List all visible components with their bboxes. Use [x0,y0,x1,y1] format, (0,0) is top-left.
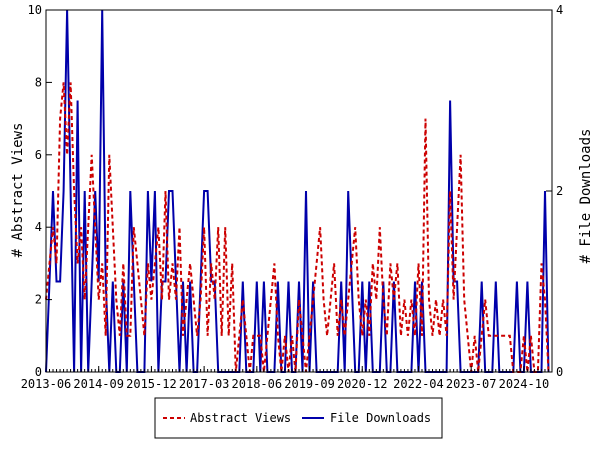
y-tick-label: 2 [35,293,42,307]
y2-tick-label: 0 [556,365,563,379]
legend-box [154,397,443,439]
y-axis-label: # Abstract Views [10,123,26,258]
y-tick-label: 0 [35,365,42,379]
y-tick-label: 10 [28,3,42,17]
y-tick-label: 4 [35,220,42,234]
x-tick-label: 2024-10 [499,377,550,391]
x-tick-label: 2014-09 [73,377,124,391]
x-tick-label: 2017-03 [179,377,230,391]
x-tick-label: 2015-12 [126,377,177,391]
y2-axis-label: # File Downloads [578,129,594,264]
x-tick-label: 2022-04 [393,377,444,391]
x-tick-label: 2023-07 [446,377,497,391]
y2-tick-label: 4 [556,3,563,17]
series-line-abstract-views [45,82,550,373]
x-tick-label: 2019-09 [284,377,335,391]
x-tick-label: 2020-12 [337,377,388,391]
legend-label-file-downloads: File Downloads [330,411,431,425]
x-tick-label: 2018-06 [232,377,283,391]
axes-layer: 2013-06 2014-09 2015-12 2017-03 2018-06 2019-… [21,3,564,391]
y-tick-label: 6 [35,148,42,162]
x-tick-label: 2013-06 [21,377,72,391]
series-layer [45,9,550,373]
y-tick-label: 8 [35,75,42,89]
legend: Abstract Views File Downloads [154,397,443,439]
legend-label-abstract-views: Abstract Views [190,411,291,425]
y2-tick-label: 2 [556,184,563,198]
